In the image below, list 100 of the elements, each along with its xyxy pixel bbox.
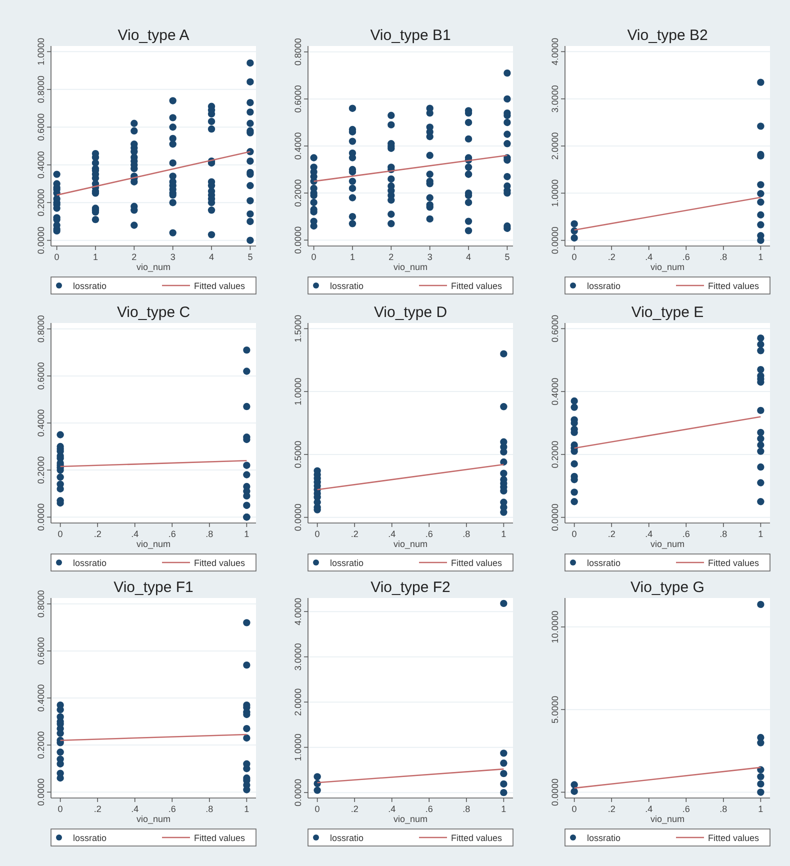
y-tick-label: 0.0000 <box>36 226 46 254</box>
x-tick-label: 1 <box>501 529 506 539</box>
chart-title: Vio_type F1 <box>114 579 194 596</box>
y-tick-label: 0.0000 <box>293 504 303 532</box>
y-tick-label: 0.4000 <box>293 132 303 160</box>
x-axis-title: vio_num <box>136 262 171 272</box>
x-axis-title: vio_num <box>393 262 428 272</box>
y-tick-label: 0.0000 <box>550 778 560 806</box>
y-tick-label: 0.6000 <box>293 85 303 113</box>
x-tick-label: 1 <box>758 804 764 814</box>
x-tick-label: 1 <box>92 252 98 262</box>
x-tick-label: .4 <box>131 529 139 539</box>
x-tick-label: 1 <box>244 804 250 814</box>
y-tick-label: 1.0000 <box>293 378 303 406</box>
legend-label: lossratio <box>73 281 107 291</box>
x-tick-label: .6 <box>168 529 176 539</box>
x-tick-label: .8 <box>720 529 728 539</box>
x-tick-label: .6 <box>168 804 176 814</box>
x-tick-label: 2 <box>388 252 394 262</box>
y-tick-label: 3.0000 <box>293 643 303 671</box>
legend-label: Fitted values <box>194 833 246 843</box>
y-tick-label: 0.2000 <box>36 731 46 759</box>
legend-label: lossratio <box>587 558 621 568</box>
y-tick-label: 0.8000 <box>36 76 46 104</box>
x-tick-label: 3 <box>170 252 176 262</box>
y-tick-label: 5.0000 <box>550 696 560 724</box>
x-tick-label: 0 <box>54 252 60 262</box>
x-tick-label: .8 <box>462 804 470 814</box>
y-tick-label: 1.0000 <box>550 179 560 207</box>
x-tick-label: .6 <box>425 529 433 539</box>
x-axis-title: vio_num <box>393 539 428 549</box>
x-tick-label: 1 <box>501 804 506 814</box>
x-tick-label: .4 <box>645 804 653 814</box>
legend-label: Fitted values <box>708 558 760 568</box>
y-tick-label: 2.0000 <box>293 688 303 716</box>
legend-label: Fitted values <box>451 833 503 843</box>
x-tick-label: 2 <box>132 252 137 262</box>
legend-label: lossratio <box>587 833 621 843</box>
chart-title: Vio_type B1 <box>370 27 451 44</box>
y-tick-label: 10.0000 <box>550 610 560 644</box>
x-tick-label: 5 <box>248 252 253 262</box>
x-tick-label: 0 <box>572 252 577 262</box>
x-tick-label: 0 <box>58 529 63 539</box>
y-tick-label: 0.2000 <box>550 440 560 468</box>
x-tick-label: .6 <box>425 804 433 814</box>
x-tick-label: .4 <box>645 529 653 539</box>
x-tick-label: 1 <box>758 252 764 262</box>
y-tick-label: 0.5000 <box>293 440 303 468</box>
x-axis-title: vio_num <box>650 539 685 549</box>
y-tick-label: 2.0000 <box>550 132 560 160</box>
chart-title: Vio_type B2 <box>627 27 708 44</box>
legend-label: lossratio <box>330 558 364 568</box>
y-tick-label: 0.2000 <box>293 179 303 207</box>
x-tick-label: 3 <box>427 252 432 262</box>
x-tick-label: 4 <box>466 252 472 262</box>
chart-title: Vio_type A <box>118 27 190 44</box>
y-tick-label: 0.6000 <box>550 314 560 342</box>
x-tick-label: .2 <box>608 252 616 262</box>
x-tick-label: .2 <box>94 804 102 814</box>
chart-title: Vio_type E <box>631 304 704 321</box>
x-tick-label: .2 <box>94 529 102 539</box>
legend-label: lossratio <box>587 281 621 291</box>
y-tick-label: 3.0000 <box>550 85 560 113</box>
legend-label: lossratio <box>73 833 107 843</box>
x-tick-label: .2 <box>350 804 358 814</box>
y-tick-label: 1.0000 <box>293 734 303 762</box>
x-tick-label: .8 <box>206 804 214 814</box>
x-tick-label: .8 <box>720 252 728 262</box>
x-axis-title: vio_num <box>650 262 685 272</box>
y-tick-label: 0.0000 <box>293 778 303 806</box>
y-tick-label: 0.0000 <box>550 504 560 532</box>
y-tick-label: 1.0000 <box>36 38 46 66</box>
y-tick-label: 0.0000 <box>550 226 560 254</box>
x-tick-label: .6 <box>682 529 690 539</box>
x-tick-label: 4 <box>209 252 214 262</box>
y-tick-label: 0.2000 <box>36 456 46 484</box>
x-tick-label: .4 <box>131 804 139 814</box>
chart-title: Vio_type C <box>116 304 190 321</box>
x-tick-label: .2 <box>608 529 616 539</box>
x-tick-label: .6 <box>682 252 690 262</box>
legend-label: Fitted values <box>451 558 503 568</box>
x-tick-label: .2 <box>608 804 616 814</box>
x-tick-label: 0 <box>311 252 316 262</box>
x-tick-label: .4 <box>388 529 396 539</box>
y-tick-label: 0.6000 <box>36 637 46 665</box>
legend-label: Fitted values <box>451 281 503 291</box>
x-tick-label: .6 <box>682 804 690 814</box>
legend-label: Fitted values <box>194 281 246 291</box>
x-tick-label: 0 <box>314 804 320 814</box>
legend-label: lossratio <box>73 558 107 568</box>
chart-title: Vio_type F2 <box>370 579 450 596</box>
x-tick-label: .4 <box>388 804 396 814</box>
x-tick-label: 1 <box>244 529 250 539</box>
legend-label: Fitted values <box>194 558 246 568</box>
x-axis-title: vio_num <box>136 814 171 824</box>
chart-title: Vio_type D <box>374 304 448 321</box>
x-axis-title: vio_num <box>393 814 428 824</box>
y-tick-label: 4.0000 <box>293 598 303 626</box>
chart-title: Vio_type G <box>630 579 704 596</box>
y-tick-label: 0.0000 <box>36 778 46 806</box>
